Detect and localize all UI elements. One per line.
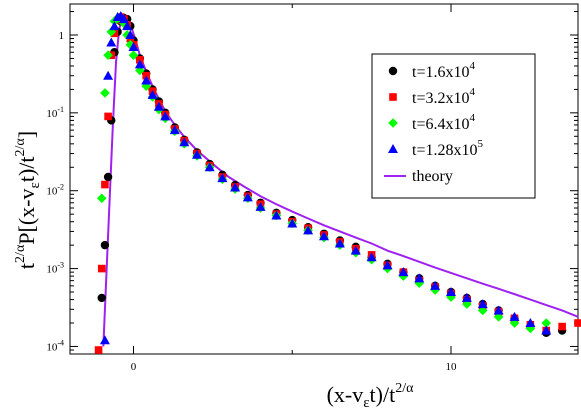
legend-swatch <box>388 66 398 76</box>
data-point <box>255 201 266 211</box>
data-point <box>100 240 110 250</box>
y-axis-label: t2/αP[(x-vεt)/t2/α] <box>13 131 43 269</box>
data-point <box>192 149 202 159</box>
data-point <box>204 162 215 172</box>
data-point <box>461 292 472 302</box>
data-point <box>242 192 253 202</box>
data-point <box>119 18 129 29</box>
data-point <box>430 280 441 290</box>
data-point <box>94 346 103 354</box>
x-axis-label: (x-vεt)/t2/α <box>327 381 415 411</box>
data-markers <box>94 11 581 354</box>
data-point <box>382 260 393 270</box>
data-point <box>525 318 536 328</box>
data-point <box>541 318 552 328</box>
data-point <box>319 231 329 241</box>
data-point <box>104 112 112 121</box>
data-point <box>271 210 282 220</box>
data-point <box>493 305 504 315</box>
legend: t=1.6x104 t=3.2x104 t=6.4x104 t=1.28x105 the… <box>371 53 536 199</box>
y-tick-label: 1 <box>59 30 65 42</box>
legend-item: t=1.28x105 <box>388 138 483 159</box>
data-point <box>141 75 152 85</box>
legend-swatch <box>389 93 397 101</box>
legend-item: t=1.6x104 <box>388 60 475 81</box>
data-point <box>101 180 109 189</box>
data-point <box>134 59 145 69</box>
data-point <box>103 70 114 80</box>
legend-label: t=6.4x104 <box>412 112 475 133</box>
legend-label: theory <box>412 168 453 185</box>
data-point <box>303 225 314 235</box>
data-point <box>103 172 113 182</box>
legend-label: t=3.2x104 <box>412 86 475 107</box>
data-point <box>122 30 132 40</box>
data-point <box>334 238 345 248</box>
data-point <box>97 264 106 273</box>
data-point <box>128 50 139 61</box>
data-point <box>398 267 409 277</box>
data-point <box>477 299 488 309</box>
data-point <box>96 193 107 204</box>
plot-frame <box>69 3 579 355</box>
data-point <box>118 14 129 24</box>
y-axis-label-group: t2/αP[(x-vεt)/t2/α] <box>13 131 43 269</box>
data-point <box>160 111 171 121</box>
x-tick-label: 0 <box>131 361 137 373</box>
data-point <box>109 21 120 31</box>
y-tick-label: 10-3 <box>46 261 64 276</box>
data-point <box>217 173 228 183</box>
data-point <box>100 88 110 98</box>
data-point <box>122 21 133 31</box>
data-point <box>97 293 106 303</box>
data-point <box>509 311 520 321</box>
data-point <box>574 319 581 327</box>
data-point <box>125 39 136 50</box>
y-tick-label: 10-2 <box>46 183 64 198</box>
data-point <box>446 287 456 297</box>
legend-item: t=3.2x104 <box>389 86 475 107</box>
legend-label: t=1.28x105 <box>412 138 483 159</box>
legend-item: t=6.4x104 <box>388 112 475 133</box>
data-point <box>287 218 298 228</box>
legend-item: theory <box>384 168 453 185</box>
data-point <box>103 50 113 61</box>
data-point <box>179 137 190 147</box>
data-point <box>230 182 241 192</box>
legend-swatch <box>388 144 398 153</box>
y-tick-label: 10-4 <box>46 338 64 353</box>
data-point <box>99 335 110 345</box>
data-point <box>366 252 377 262</box>
y-tick-label: 10-1 <box>46 105 64 120</box>
data-point <box>153 101 164 111</box>
data-point <box>106 37 117 47</box>
data-point <box>169 125 180 135</box>
legend-label: t=1.6x104 <box>412 60 475 81</box>
series-3 <box>99 11 552 345</box>
x-tick-label: 10 <box>446 361 458 373</box>
data-point <box>128 42 139 52</box>
legend-swatch <box>388 118 398 128</box>
data-point <box>558 322 566 331</box>
data-point <box>141 81 151 91</box>
data-point <box>414 273 425 283</box>
data-point <box>541 325 552 335</box>
data-point <box>125 29 136 39</box>
data-point <box>509 318 520 328</box>
data-point <box>350 245 361 255</box>
legend-box <box>371 53 536 199</box>
data-point <box>525 323 536 334</box>
data-point <box>147 89 158 99</box>
